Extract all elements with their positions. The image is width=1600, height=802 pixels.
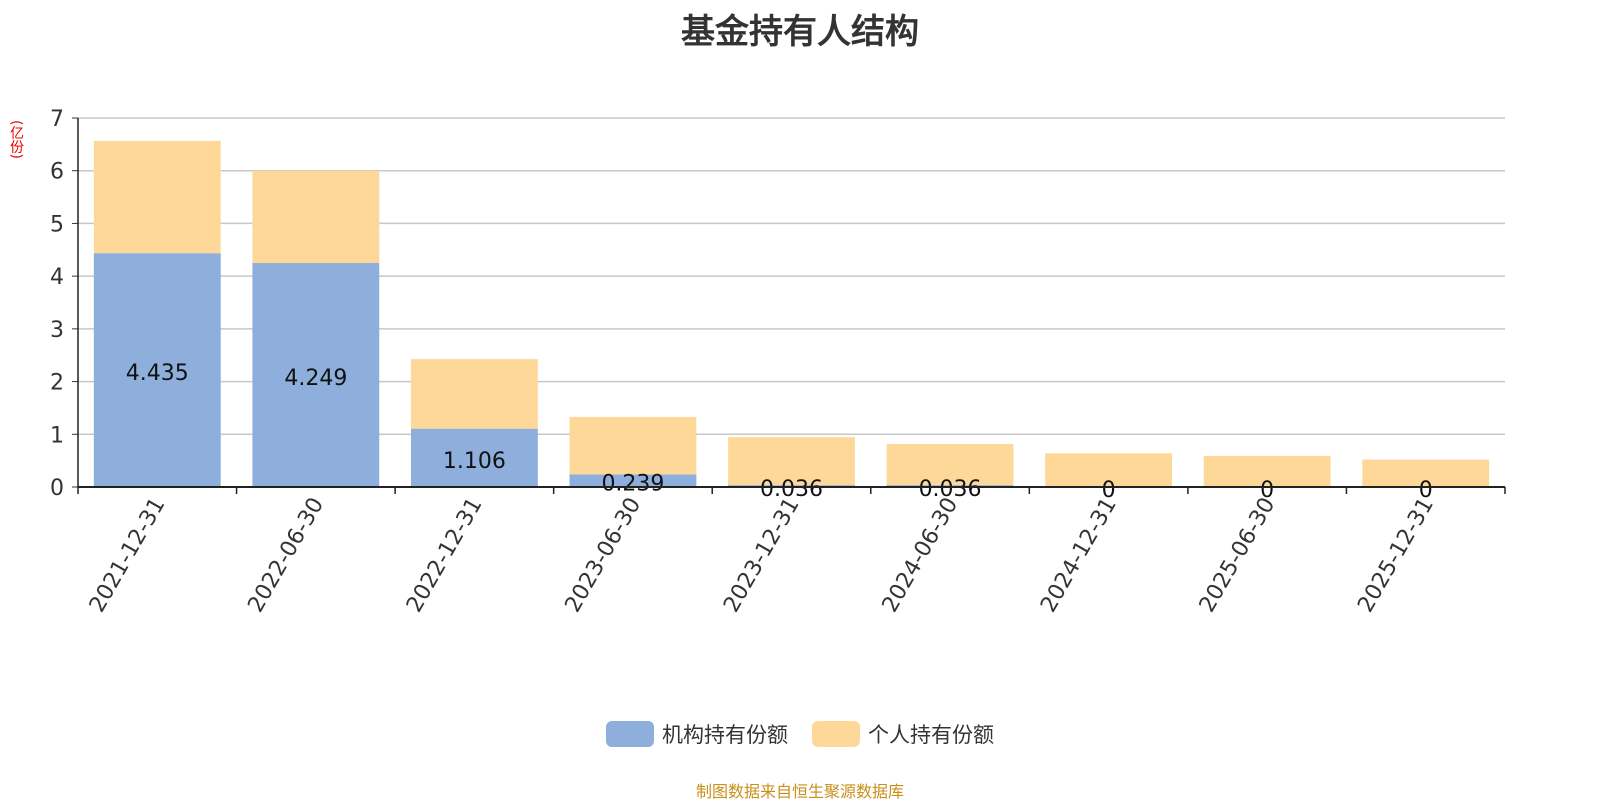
data-label: 0.036 (919, 477, 982, 502)
y-tick-label: 7 (50, 107, 64, 132)
bar-individual (1045, 453, 1173, 487)
bar-individual (886, 443, 1014, 486)
bar-individual (1362, 459, 1490, 487)
data-label: 0.036 (760, 477, 823, 502)
legend-label: 个人持有份额 (868, 723, 994, 747)
x-tick-label: 2022-06-30 (243, 494, 329, 617)
x-tick-label: 2023-12-31 (719, 494, 805, 617)
y-tick-label: 4 (50, 265, 64, 290)
bar-individual (252, 170, 380, 264)
data-label: 4.435 (126, 361, 189, 386)
legend-swatch (606, 721, 654, 747)
bar-individual (410, 359, 538, 429)
data-label: 0 (1419, 478, 1433, 503)
x-tick-label: 2024-06-30 (878, 494, 964, 617)
data-label: 0.239 (601, 472, 664, 497)
y-tick-label: 3 (50, 318, 64, 343)
x-tick-label: 2025-06-30 (1195, 494, 1281, 617)
bar-institution (410, 428, 538, 487)
x-tick-label: 2022-12-31 (402, 494, 488, 617)
data-label: 4.249 (284, 366, 347, 391)
bar-individual (93, 140, 221, 254)
y-axis-unit: (亿份) (8, 120, 24, 159)
x-tick-label: 2024-12-31 (1036, 494, 1122, 617)
source-note: 制图数据来自恒生聚源数据库 (695, 782, 904, 801)
x-tick-label: 2023-06-30 (561, 494, 647, 617)
bar-individual (1203, 455, 1331, 487)
y-tick-label: 1 (50, 423, 64, 448)
chart-title: 基金持有人结构 (681, 12, 919, 52)
bar-institution (569, 474, 697, 487)
data-label: 0 (1102, 478, 1116, 503)
y-tick-label: 6 (50, 160, 64, 185)
chart-plot: 0 1 2 3 4 5 6 7 4.435 2021-12-31 4.249 2022-06-30 1.… (50, 107, 1506, 617)
data-label: 1.106 (443, 449, 506, 474)
legend-item-institution[interactable]: 机构持有份额 (606, 719, 788, 749)
legend-swatch (812, 721, 860, 747)
legend-item-individual[interactable]: 个人持有份额 (812, 719, 994, 749)
bar-individual (569, 416, 697, 475)
legend: 机构持有份额 个人持有份额 (0, 719, 1600, 749)
legend-label: 机构持有份额 (662, 723, 788, 747)
y-tick-label: 0 (50, 476, 64, 501)
data-label: 0 (1260, 478, 1274, 503)
bar-individual (728, 437, 855, 486)
x-tick-label: 2021-12-31 (85, 494, 171, 617)
bar-institution (252, 263, 380, 487)
y-tick-label: 5 (50, 212, 64, 237)
y-tick-label: 2 (50, 371, 64, 396)
bar-institution (93, 253, 221, 487)
x-tick-label: 2025-12-31 (1353, 494, 1439, 617)
